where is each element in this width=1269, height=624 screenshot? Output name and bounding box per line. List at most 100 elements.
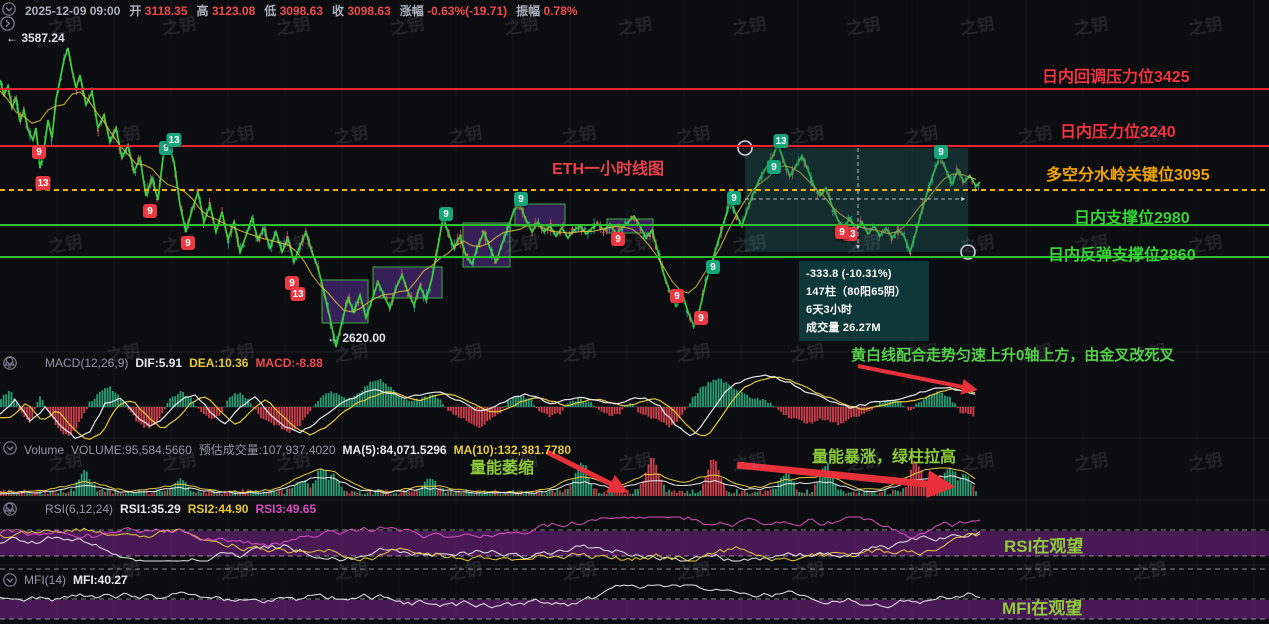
chart-title-annotation[interactable]: ETH一小时线图 xyxy=(552,161,665,178)
volume-name[interactable]: Volume xyxy=(24,442,65,457)
td-count-badge: 9 xyxy=(32,145,46,159)
watermark: 之钥 xyxy=(903,123,940,148)
macd-dif-line xyxy=(0,374,976,439)
watermark: 之钥 xyxy=(333,123,370,148)
macd-dea-line xyxy=(0,376,976,440)
watermark: 之钥 xyxy=(47,232,84,257)
volume-collapse-icon[interactable] xyxy=(3,441,17,457)
open-field: 开 3118.35 xyxy=(129,4,188,18)
measure-volume: 成交量 26.27M xyxy=(806,322,881,334)
watermark: 之钥 xyxy=(617,14,654,39)
mfi-name[interactable]: MFI(14) xyxy=(24,573,66,587)
mfi-header: MFI(14) MFI:40.27 xyxy=(3,573,128,587)
watermark: 之钥 xyxy=(447,123,484,148)
annotation-arrow[interactable] xyxy=(857,364,978,395)
level-label-2860[interactable]: 日内反弹支撑位2860 xyxy=(1048,247,1196,264)
td-count-badge: 9 xyxy=(767,160,781,174)
mfi-line xyxy=(0,584,981,609)
watermark: 之钥 xyxy=(959,450,996,475)
watermark: 之钥 xyxy=(675,559,712,584)
volume-value: VOLUME:95,584.5660 xyxy=(71,442,192,457)
rsi-alert-bell-icon[interactable] xyxy=(4,502,38,516)
watermark: 之钥 xyxy=(105,123,142,148)
price-ma-line xyxy=(0,90,977,313)
rsi-name[interactable]: RSI(6,12,24) xyxy=(45,502,114,516)
watermark: 之钥 xyxy=(219,559,256,584)
td-count-badge: 9 xyxy=(439,207,453,221)
td-count-badge: 9 xyxy=(934,145,948,159)
measure-tooltip: -333.8 (-10.31%) 147柱（80阳65阴） 6天3小时 成交量 … xyxy=(799,261,929,341)
mfi-annotation[interactable]: MFI在观望 xyxy=(1002,599,1083,618)
rsi-zone-band xyxy=(0,531,1269,556)
high-field: 高 3123.08 xyxy=(196,4,256,18)
marked-low-label: ← 2620.00 xyxy=(327,331,386,345)
level-label-3425[interactable]: 日内回调压力位3425 xyxy=(1042,69,1190,86)
watermark: 之钥 xyxy=(959,14,996,39)
macd-dif-value: DIF:5.91 xyxy=(135,356,183,370)
macd-dea-value: DEA:10.36 xyxy=(189,356,249,370)
macd-header: MACD(12,26,9) DIF:5.91 DEA:10.36 MACD:-8… xyxy=(3,356,323,370)
watermark: 之钥 xyxy=(503,232,540,257)
collapse-chevron-icon[interactable] xyxy=(2,2,16,18)
volume-shrink-annotation[interactable]: 量能萎缩 xyxy=(470,460,535,477)
level-label-3240[interactable]: 日内压力位3240 xyxy=(1060,124,1176,141)
td-count-badge: 9 xyxy=(670,289,684,303)
amplitude-field: 振幅 0.78% xyxy=(516,4,578,18)
watermark: 之钥 xyxy=(617,450,654,475)
watermark: 之钥 xyxy=(1131,559,1168,584)
measure-handle[interactable] xyxy=(960,244,976,260)
chevron-right-icon[interactable] xyxy=(0,16,15,31)
level-label-2980[interactable]: 日内支撑位2980 xyxy=(1074,210,1190,227)
measure-duration: 6天3小时 xyxy=(806,304,853,316)
volume-estimate: 预估成交量:107,937.4020 xyxy=(198,443,336,457)
watermark: 之钥 xyxy=(731,14,768,39)
watermark: 之钥 xyxy=(561,123,598,148)
watermark: 之钥 xyxy=(731,232,768,257)
rsi1-value: RSI1:35.29 xyxy=(120,502,181,516)
watermark: 之钥 xyxy=(789,559,826,584)
macd-alert-bell-icon[interactable] xyxy=(4,356,38,370)
watermark: 之钥 xyxy=(333,559,370,584)
change-field: 涨幅 -0.63%(-19.71) xyxy=(399,4,508,18)
watermark: 之钥 xyxy=(1187,14,1224,39)
rsi-line xyxy=(0,527,981,562)
watermark: 之钥 xyxy=(1187,450,1224,475)
td-count-badge: 9 xyxy=(694,311,708,325)
mfi-zone-band xyxy=(0,600,1269,619)
rsi-line xyxy=(0,531,981,562)
watermark: 之钥 xyxy=(959,232,996,257)
watermark: 之钥 xyxy=(447,341,484,366)
td-count-badge: 13 xyxy=(166,133,182,147)
volume-ma10: MA(10):132,381.7780 xyxy=(453,442,571,457)
measure-handle[interactable] xyxy=(737,140,753,156)
ohlc-bar: 2025-12-09 09:00 开 3118.35 高 3123.08 低 3… xyxy=(2,2,578,19)
low-field: 低 3098.63 xyxy=(264,4,323,18)
macd-annotation[interactable]: 黄白线配合走势匀速上升0轴上方，由金叉改死叉 xyxy=(851,347,1175,364)
bar-datetime: 2025-12-09 09:00 xyxy=(25,3,121,18)
level-label-3095[interactable]: 多空分水岭关键位3095 xyxy=(1046,167,1210,184)
mfi-collapse-icon[interactable] xyxy=(3,573,17,587)
rsi-annotation[interactable]: RSI在观望 xyxy=(1004,537,1084,556)
watermark: 之钥 xyxy=(1017,559,1054,584)
td-count-badge: 9 xyxy=(143,204,157,218)
volume-surge-annotation[interactable]: 量能暴涨，绿柱拉高 xyxy=(812,449,957,466)
annotation-arrow[interactable] xyxy=(545,449,629,493)
volume-header: Volume VOLUME:95,584.5660 预估成交量:107,937.… xyxy=(3,441,571,458)
marked-high-label: ← 3587.24 xyxy=(6,31,65,45)
td-count-badge: 13 xyxy=(35,176,51,190)
macd-macd-value: MACD:-8.88 xyxy=(255,356,323,370)
td-count-badge: 9 xyxy=(706,260,720,274)
watermark: 之钥 xyxy=(675,341,712,366)
watermark: 之钥 xyxy=(845,14,882,39)
macd-name[interactable]: MACD(12,26,9) xyxy=(45,356,129,370)
watermark: 之钥 xyxy=(675,123,712,148)
rsi2-value: RSI2:44.90 xyxy=(187,502,249,516)
annotation-arrow[interactable] xyxy=(736,461,956,498)
td-count-badge: 9 xyxy=(835,225,849,239)
watermark: 之钥 xyxy=(789,123,826,148)
rsi-line xyxy=(0,516,981,548)
measure-change: -333.8 (-10.31%) xyxy=(806,268,892,280)
watermark: 之钥 xyxy=(731,450,768,475)
watermark: 之钥 xyxy=(1073,14,1110,39)
